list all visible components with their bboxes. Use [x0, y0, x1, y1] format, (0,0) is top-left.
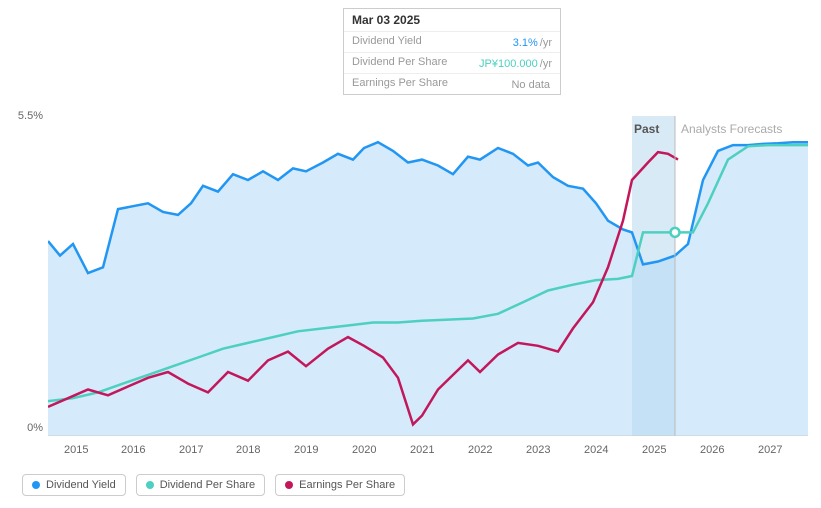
legend-item-label: Dividend Per Share [160, 479, 255, 491]
legend-dot-icon [146, 481, 154, 489]
legend-dot-icon [32, 481, 40, 489]
chart-container: 5.5% 0% Past Analysts Forecasts 2015 2016… [0, 0, 821, 508]
legend-item[interactable]: Dividend Yield [22, 474, 126, 496]
y-axis-bottom-label: 0% [27, 422, 43, 434]
forecast-label: Analysts Forecasts [681, 122, 782, 136]
x-axis-label: 2018 [236, 444, 260, 456]
tooltip-row: Dividend Yield 3.1%/yr [344, 31, 560, 52]
x-axis-label: 2016 [121, 444, 145, 456]
tooltip: Mar 03 2025 Dividend Yield3.1%/yrDividen… [343, 8, 561, 95]
tooltip-row-label: Dividend Yield [352, 35, 422, 49]
tooltip-row-value: No data [511, 79, 550, 91]
legend-item-label: Earnings Per Share [299, 479, 395, 491]
legend-item-label: Dividend Yield [46, 479, 116, 491]
x-axis-label: 2019 [294, 444, 318, 456]
chart-plot-area[interactable]: Past Analysts Forecasts [48, 116, 808, 436]
x-axis-label: 2015 [64, 444, 88, 456]
chart-svg [48, 116, 808, 436]
x-axis-label: 2023 [526, 444, 550, 456]
x-axis-label: 2026 [700, 444, 724, 456]
tooltip-rows: Dividend Yield 3.1%/yr Dividend Per Share J… [344, 31, 560, 94]
legend-item[interactable]: Dividend Per Share [136, 474, 265, 496]
x-axis-label: 2025 [642, 444, 666, 456]
tooltip-row: Dividend Per Share JP¥100.000/yr [344, 52, 560, 73]
tooltip-row-label: Dividend Per Share [352, 56, 447, 70]
x-axis-label: 2017 [179, 444, 203, 456]
x-axis-label: 2021 [410, 444, 434, 456]
x-axis-label: 2027 [758, 444, 782, 456]
tooltip-row-value: JP¥100.000 [479, 58, 538, 70]
legend-dot-icon [285, 481, 293, 489]
tooltip-row: Earnings Per Share No data [344, 73, 560, 94]
tooltip-row-unit: /yr [540, 58, 552, 70]
y-axis-top-label: 5.5% [18, 110, 43, 122]
x-axis-label: 2024 [584, 444, 608, 456]
tooltip-row-unit: /yr [540, 37, 552, 49]
x-axis-label: 2022 [468, 444, 492, 456]
legend: Dividend Yield Dividend Per Share Earnings… [22, 474, 405, 496]
tooltip-date: Mar 03 2025 [344, 9, 560, 31]
legend-item[interactable]: Earnings Per Share [275, 474, 405, 496]
tooltip-row-value: 3.1% [513, 37, 538, 49]
x-axis-label: 2020 [352, 444, 376, 456]
past-label: Past [634, 122, 659, 136]
tooltip-row-label: Earnings Per Share [352, 77, 448, 91]
